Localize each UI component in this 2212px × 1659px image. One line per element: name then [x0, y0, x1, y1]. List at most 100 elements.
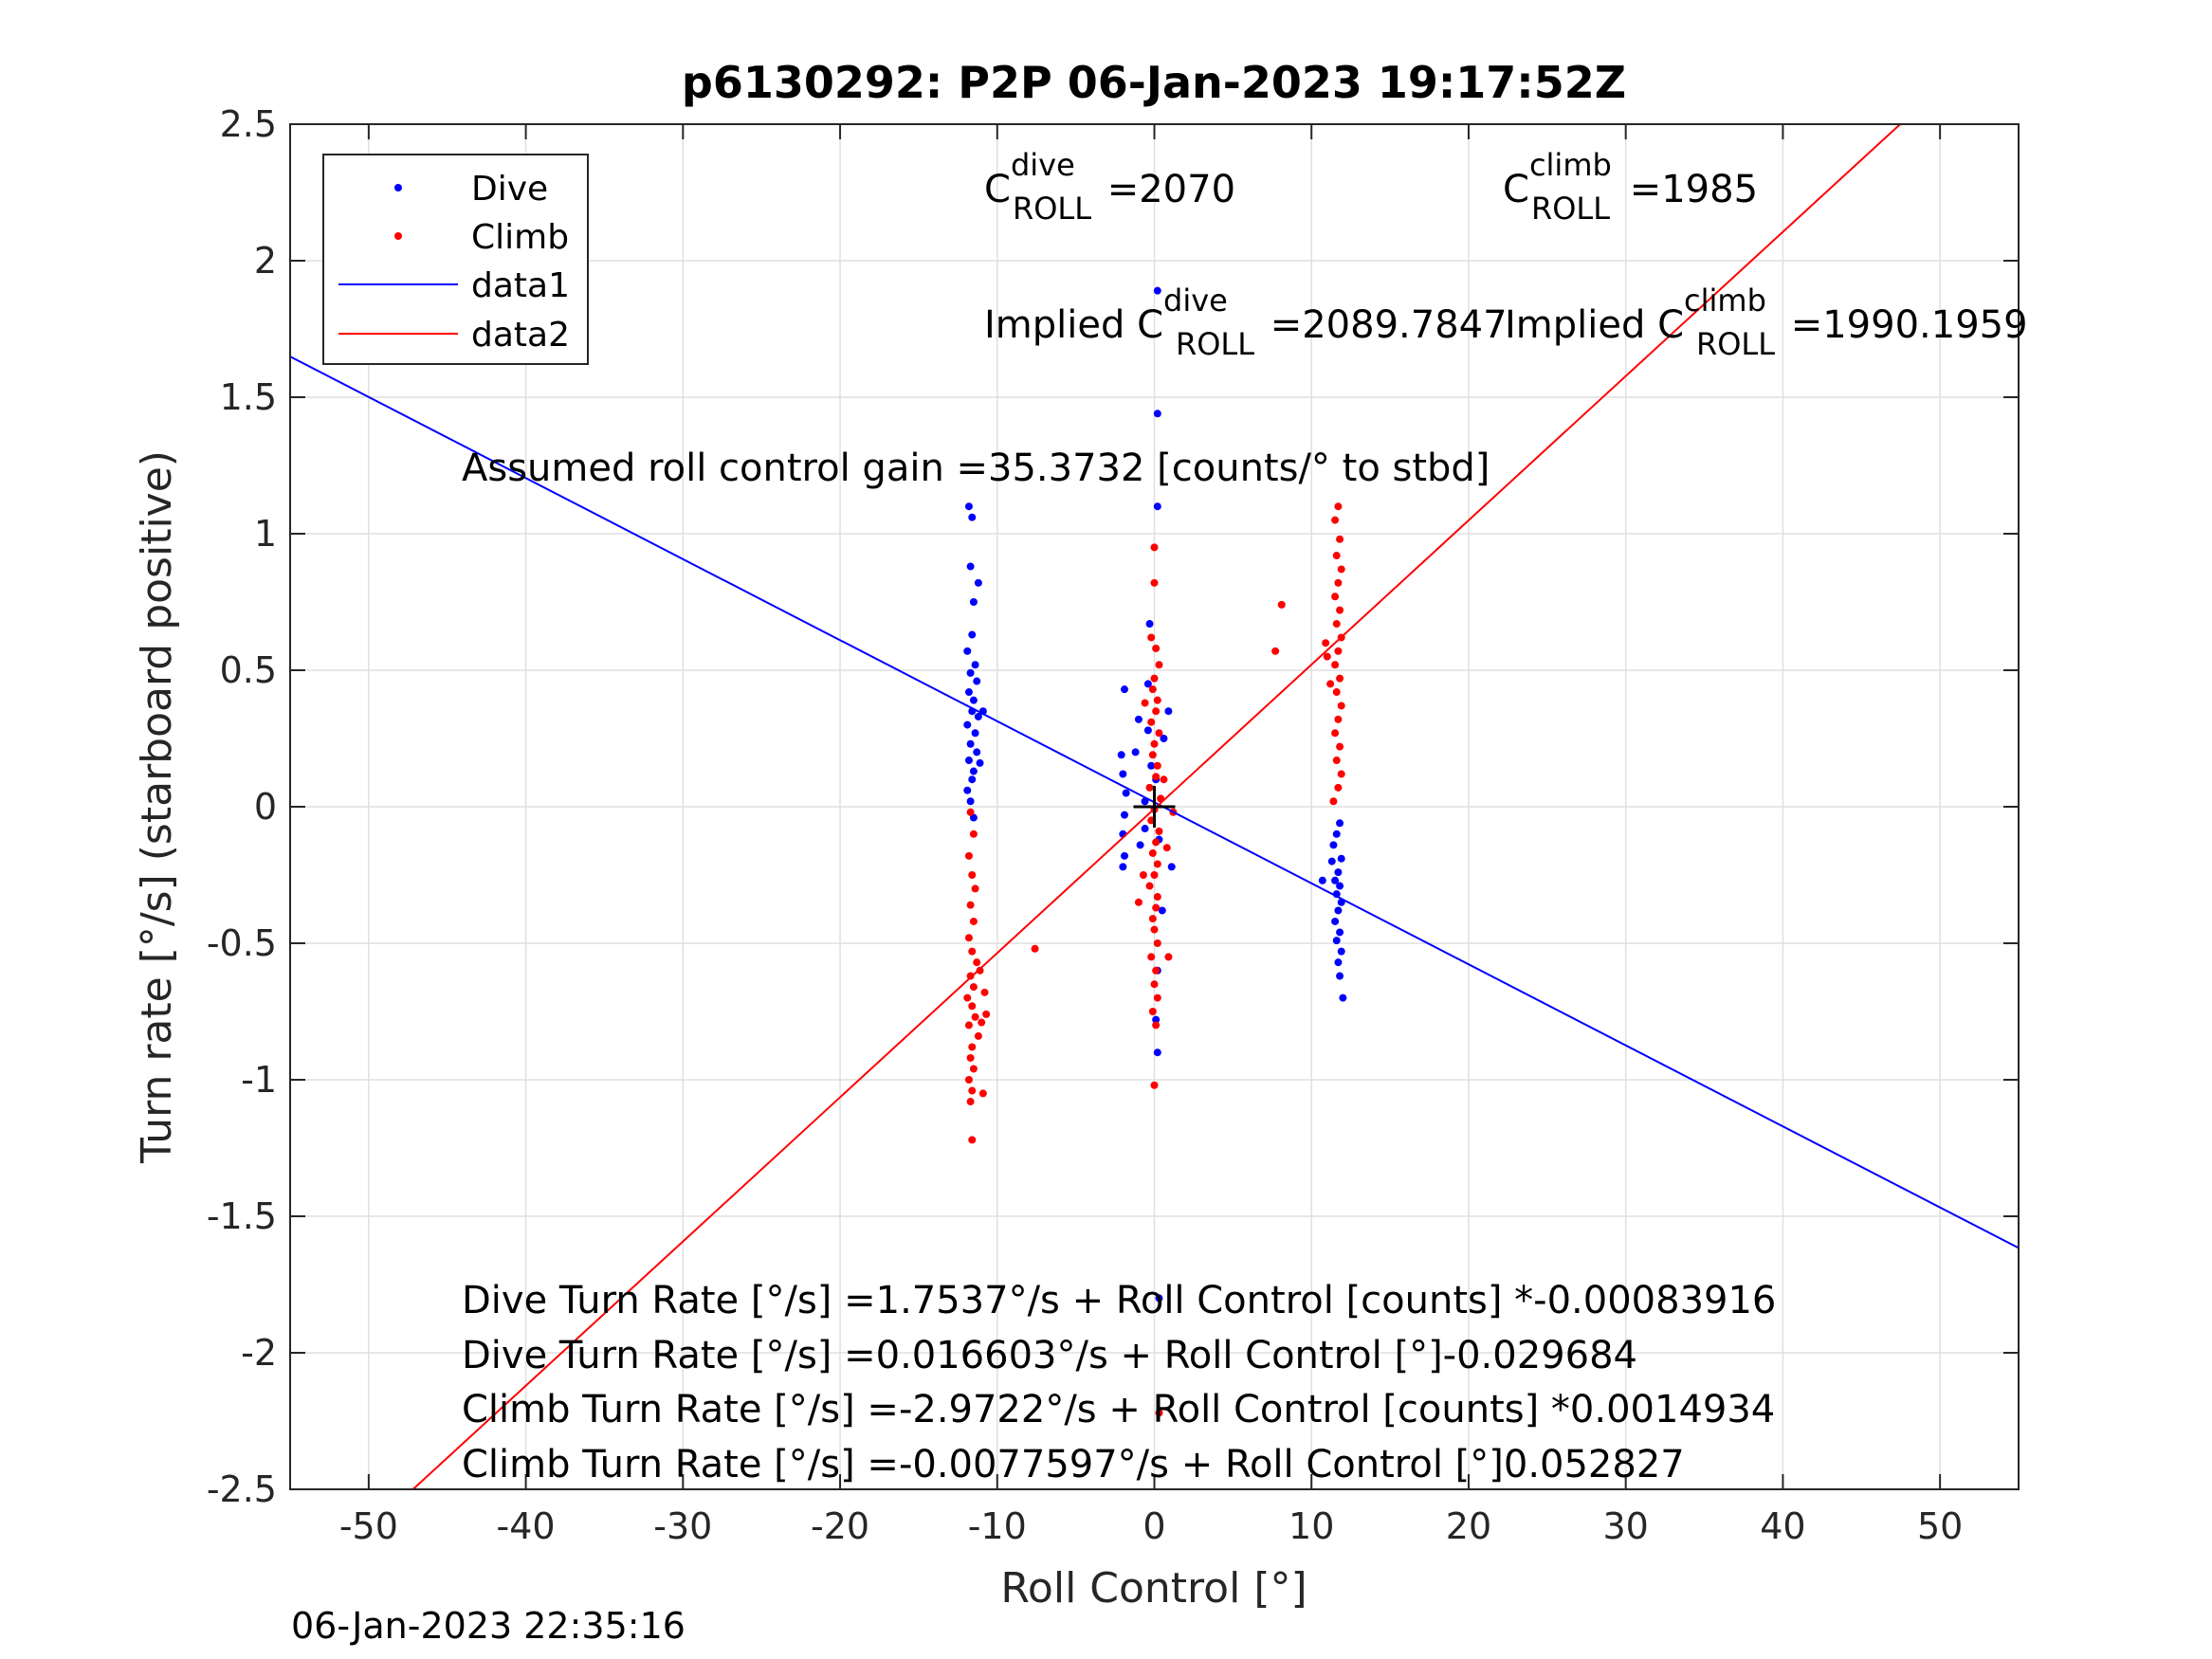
y-axis-ticks: 2.5 2 1.5 1 0.5 0 -0.5 -1 -1.5 -2 -2.5 [207, 103, 2019, 1510]
climb-point [1147, 953, 1156, 961]
climb-point [974, 1031, 982, 1040]
dive-point [1153, 502, 1161, 511]
climb-point [1150, 674, 1159, 683]
climb-point [968, 1043, 977, 1051]
climb-point [1152, 966, 1161, 975]
climb-point [978, 1089, 987, 1098]
dive-point [1164, 707, 1173, 716]
dive-point [971, 661, 979, 669]
climb-point [1164, 953, 1173, 961]
dive-point [1131, 748, 1140, 757]
climb-point [1155, 661, 1163, 669]
dive-point [1119, 770, 1127, 778]
climb-point [1334, 578, 1343, 587]
climb-point [1152, 903, 1161, 912]
climb-point [1134, 898, 1143, 906]
climb-point [966, 972, 975, 980]
y-tick-label: 2 [254, 240, 277, 282]
climb-point [978, 1018, 986, 1027]
legend-data1-label: data1 [471, 266, 570, 305]
dive-point [969, 598, 978, 606]
c-dive-sup: dive [1011, 147, 1075, 183]
implied-dive-sup: dive [1163, 283, 1228, 319]
climb-point [1323, 652, 1331, 661]
climb-point [1271, 647, 1280, 655]
dive-point [1117, 751, 1125, 759]
climb-point [1147, 718, 1156, 726]
climb-point [1332, 757, 1341, 765]
legend: Dive Climb data1 data2 [322, 154, 589, 365]
climb-point [964, 851, 973, 860]
dive-point [1155, 1294, 1163, 1303]
y-tick-label: -2 [241, 1332, 277, 1374]
dive-point [974, 578, 982, 587]
x-tick-label: 30 [1603, 1505, 1649, 1547]
c-dive-value: =2070 [1095, 168, 1235, 211]
dive-point [1147, 761, 1156, 770]
climb-point [973, 958, 981, 967]
dive-point [1336, 882, 1344, 890]
dive-point [1336, 928, 1344, 937]
y-tick-label: -0.5 [207, 922, 277, 964]
climb-point [1331, 592, 1340, 601]
y-tick-label: 1.5 [220, 376, 277, 418]
x-tick-label: -20 [811, 1505, 869, 1547]
climb-point [1336, 606, 1344, 614]
dive-point [1160, 735, 1168, 742]
climb-point [1153, 893, 1161, 902]
climb-point [968, 871, 977, 879]
dive-point [1332, 830, 1341, 838]
dive-point [966, 739, 975, 748]
climb-point [1139, 871, 1147, 879]
dive-point [976, 758, 984, 767]
legend-dive-label: Dive [471, 170, 548, 209]
dive-point [1134, 715, 1143, 723]
crosshair [1133, 786, 1176, 828]
dive-point [974, 712, 982, 720]
implied-dive-value: =2089.7847 [1258, 303, 1508, 347]
implied-c-dive-annotation: Implied Cdive ROLL =2089.7847 [984, 283, 1508, 362]
dive-point [1334, 958, 1343, 967]
climb-point [1150, 980, 1159, 989]
climb-point [1150, 925, 1159, 934]
dive-point [1339, 994, 1347, 1002]
y-tick-label: -2.5 [207, 1468, 277, 1510]
c-dive-annotation: Cdive ROLL =2070 [984, 147, 1235, 227]
climb-point [1153, 696, 1161, 704]
dive-point [1122, 789, 1130, 797]
implied-climb-sub: ROLL [1696, 326, 1775, 362]
climb-point [1148, 915, 1157, 923]
dive-point [1329, 841, 1338, 849]
climb-point [966, 1053, 975, 1062]
x-tick-label: -10 [968, 1505, 1027, 1547]
x-tick-label: 0 [1143, 1505, 1165, 1547]
dive-point [1334, 906, 1343, 915]
x-tick-label: 40 [1760, 1505, 1805, 1547]
legend-data2-label: data2 [471, 316, 570, 355]
x-tick-label: 50 [1917, 1505, 1963, 1547]
implied-climb-prefix: Implied C [1505, 303, 1684, 347]
climb-point [963, 994, 972, 1002]
x-tick-label: 20 [1446, 1505, 1491, 1547]
climb-point [1150, 578, 1159, 587]
y-tick-label: 2.5 [220, 103, 277, 145]
dive-point [966, 797, 975, 806]
dive-point [968, 630, 977, 639]
implied-c-climb-annotation: Implied Cclimb ROLL =1990.1959 [1505, 283, 2028, 362]
climb-point [1331, 516, 1340, 524]
dive-point [1153, 286, 1161, 295]
climb-point [1145, 882, 1154, 890]
legend-dive-marker [394, 184, 402, 191]
climb-point [1148, 1008, 1157, 1015]
climb-point [1150, 739, 1159, 748]
dive-point [1121, 851, 1129, 860]
climb-point [1031, 944, 1039, 953]
roll-gain-annotation: Assumed roll control gain =35.3732 [coun… [462, 447, 1490, 490]
dive-point [964, 757, 973, 765]
dive-equation-counts: Dive Turn Rate [°/s] =1.7537°/s + Roll C… [462, 1279, 1776, 1322]
climb-point [1334, 783, 1343, 792]
climb-point [1152, 838, 1161, 847]
x-tick-label: -40 [497, 1505, 556, 1547]
climb-point [968, 1136, 977, 1144]
